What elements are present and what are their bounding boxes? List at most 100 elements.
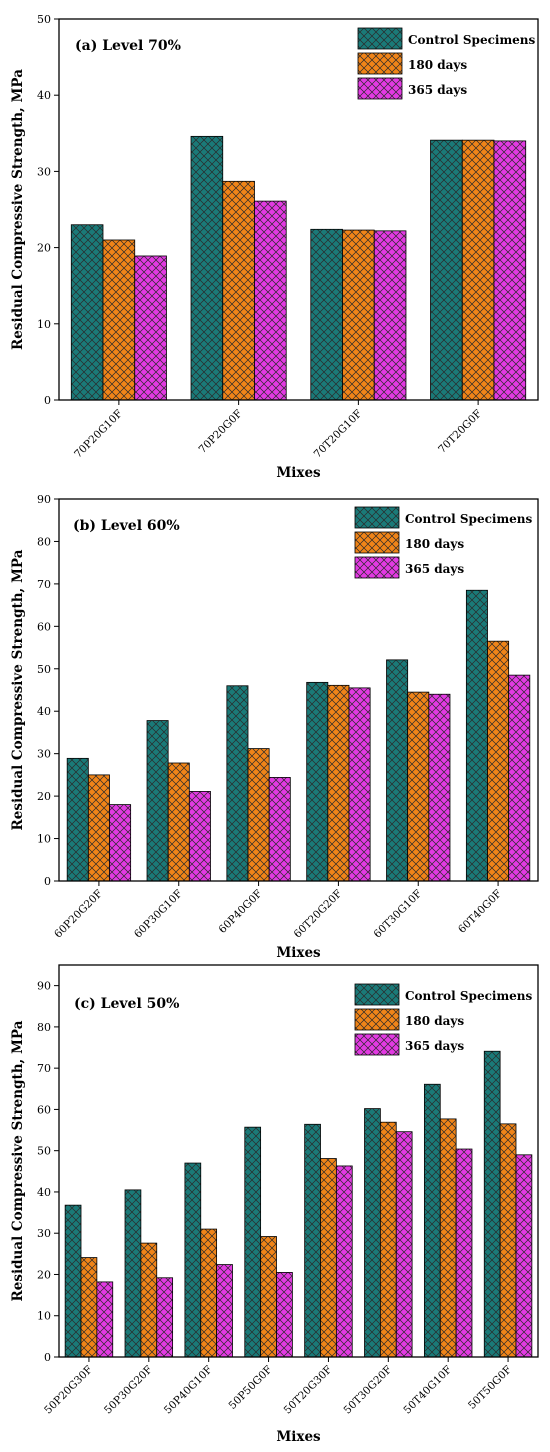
panel-label: (c) Level 50%	[74, 996, 179, 1012]
bar-50P30G20F-d365	[156, 1277, 174, 1358]
bar-60T30G10F-control	[386, 659, 409, 882]
y-tick-label: 20	[37, 790, 51, 803]
bar-50T20G30F-control	[304, 1123, 321, 1358]
bar-50T30G20F-d365	[395, 1131, 413, 1358]
bar-60P30G10F-d180	[167, 762, 190, 882]
x-tick-label: 60P30G10F	[132, 888, 185, 941]
y-tick-label: 10	[37, 833, 51, 846]
y-tick-label: 40	[37, 705, 51, 718]
y-tick-label: 30	[37, 165, 51, 178]
bar-50P30G20F-control	[124, 1189, 142, 1358]
bar-60P30G10F-d365	[188, 791, 211, 882]
bar-70T20G10F-d180	[342, 229, 375, 401]
y-tick-label: 0	[44, 1351, 51, 1364]
legend-label-d365: 365 days	[408, 83, 467, 97]
bar-60T40G0F-control	[465, 589, 488, 882]
y-axis-title: Residual Compressive Strength, MPa	[10, 1020, 26, 1301]
legend-swatch-control	[357, 27, 403, 50]
bar-50P20G30F-control	[64, 1204, 82, 1358]
bar-50P40G10F-d365	[216, 1264, 233, 1358]
bar-70P20G10F-d180	[102, 239, 136, 401]
bar-50P30G20F-d180	[140, 1242, 158, 1358]
chart-panel-2: 60P20G20F 60P30G10F 60P40G0F 60T20G20F 60T30…	[10, 493, 539, 961]
x-tick-label: 70P20G10F	[72, 408, 125, 461]
x-tick-label: 50P20G30F	[42, 1364, 95, 1417]
bar-70T20G10F-d365	[373, 230, 407, 401]
legend-label-control: Control Specimens	[408, 33, 535, 47]
bar-60P40G0F-d365	[268, 777, 291, 882]
x-tick-label: 60T30G10F	[372, 888, 425, 941]
y-axis-title: Residual Compressive Strength, MPa	[10, 549, 26, 830]
bar-50P20G30F-d180	[80, 1257, 98, 1358]
x-tick-label: 70T20G0F	[436, 408, 484, 456]
chart-panel-3: 50P20G30F 50P30G20F 50P40G10F 50P50G0F 50T20…	[10, 964, 539, 1445]
y-tick-label: 90	[37, 493, 51, 506]
y-tick-label: 0	[44, 394, 51, 407]
bar-50T30G20F-control	[364, 1108, 381, 1358]
x-tick-label: 50P30G20F	[102, 1364, 155, 1417]
legend-label-d180: 180 days	[408, 58, 467, 72]
bar-50P50G0F-d180	[260, 1236, 277, 1358]
legend-swatch-d180	[357, 52, 403, 75]
bar-70T20G10F-control	[310, 228, 343, 401]
y-tick-label: 50	[37, 663, 51, 676]
x-tick-label: 50P50G0F	[227, 1364, 275, 1412]
bar-50T30G20F-d180	[379, 1121, 397, 1358]
bar-70T20G0F-d365	[493, 140, 527, 401]
bar-70P20G10F-control	[70, 224, 104, 401]
bar-50T40G10F-d180	[439, 1118, 457, 1358]
x-tick-label: 60P40G0F	[217, 888, 265, 936]
bar-70T20G0F-control	[430, 139, 463, 401]
legend-label-d365: 365 days	[405, 1039, 464, 1053]
y-tick-label: 10	[37, 318, 51, 331]
bar-60P20G20F-d180	[87, 774, 110, 882]
legend-swatch-control	[354, 506, 400, 529]
legend-swatch-d365	[357, 77, 403, 100]
y-tick-label: 50	[37, 1145, 51, 1158]
plot-frame	[58, 18, 539, 401]
bar-60T20G20F-d365	[348, 687, 371, 882]
legend-label-control: Control Specimens	[405, 512, 532, 526]
x-tick-label: 70P20G0F	[197, 408, 245, 456]
bar-70P20G0F-control	[190, 135, 224, 401]
bar-50P50G0F-d365	[276, 1272, 293, 1358]
panel-label: (a) Level 70%	[75, 38, 181, 54]
x-tick-label: 50T30G20F	[342, 1364, 395, 1417]
legend: Control Specimens 180 days 365 days	[357, 27, 535, 100]
panel-label: (b) Level 60%	[73, 518, 180, 534]
y-tick-label: 90	[37, 980, 51, 993]
bar-60T30G10F-d365	[428, 693, 451, 882]
bars	[64, 1050, 533, 1358]
bar-60T30G10F-d180	[407, 691, 430, 882]
bar-50P20G30F-d365	[96, 1281, 114, 1358]
bar-70P20G0F-d180	[222, 180, 255, 401]
bar-60T20G20F-d180	[327, 684, 350, 882]
y-tick-label: 70	[37, 1062, 51, 1075]
bar-50T40G10F-d365	[455, 1148, 473, 1358]
bar-50P50G0F-control	[244, 1126, 262, 1358]
y-tick-label: 60	[37, 620, 51, 633]
x-tick-label: 70T20G10F	[312, 408, 365, 461]
x-tick-label: 50T20G30F	[282, 1364, 335, 1417]
bar-50T20G30F-d180	[320, 1158, 337, 1358]
bar-50P40G10F-control	[184, 1162, 202, 1358]
y-tick-label: 10	[37, 1310, 51, 1323]
x-axis-title: Mixes	[276, 465, 321, 481]
x-tick-label: 50T50G0F	[466, 1364, 514, 1412]
bar-70T20G0F-d180	[461, 139, 495, 401]
bar-60T40G0F-d180	[487, 640, 510, 882]
plot-frame	[58, 498, 539, 882]
y-axis-title: Residual Compressive Strength, MPa	[10, 69, 26, 350]
legend-label-control: Control Specimens	[405, 989, 532, 1003]
legend-swatch-d180	[354, 531, 400, 554]
bar-50T50G0F-d180	[499, 1123, 517, 1358]
bar-50T40G10F-control	[423, 1083, 441, 1358]
plot-frame	[58, 964, 539, 1358]
y-tick-label: 80	[37, 535, 51, 548]
y-tick-label: 0	[44, 875, 51, 888]
legend-swatch-control	[354, 983, 400, 1006]
legend-label-d365: 365 days	[405, 562, 464, 576]
bar-60P30G10F-control	[146, 720, 169, 882]
legend-label-d180: 180 days	[405, 1014, 464, 1028]
bar-70P20G0F-d365	[254, 200, 287, 401]
